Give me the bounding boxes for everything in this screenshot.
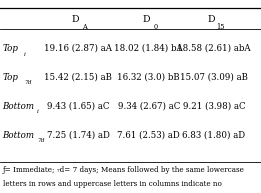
Text: D: D <box>72 15 79 24</box>
Text: 7d: 7d <box>24 80 32 85</box>
Text: Bottom: Bottom <box>3 102 35 111</box>
Text: Top: Top <box>3 73 19 82</box>
Text: D: D <box>143 15 150 24</box>
Text: 15.42 (2.15) aB: 15.42 (2.15) aB <box>44 73 112 82</box>
Text: letters in rows and uppercase letters in columns indicate no: letters in rows and uppercase letters in… <box>3 180 222 188</box>
Text: A: A <box>82 23 87 31</box>
Text: i: i <box>37 109 39 114</box>
Text: 7.61 (2.53) aD: 7.61 (2.53) aD <box>117 131 180 140</box>
Text: 9.21 (3.98) aC: 9.21 (3.98) aC <box>183 102 245 111</box>
Text: 0: 0 <box>153 23 157 31</box>
Text: ƒ= Immediate; ₇d= 7 days; Means followed by the same lowercase: ƒ= Immediate; ₇d= 7 days; Means followed… <box>3 166 245 174</box>
Text: 6.83 (1.80) aD: 6.83 (1.80) aD <box>182 131 246 140</box>
Text: Top: Top <box>3 44 19 53</box>
Text: 15.07 (3.09) aB: 15.07 (3.09) aB <box>180 73 248 82</box>
Text: 7.25 (1.74) aD: 7.25 (1.74) aD <box>47 131 110 140</box>
Text: 9.34 (2.67) aC: 9.34 (2.67) aC <box>118 102 180 111</box>
Text: 19.16 (2.87) aA: 19.16 (2.87) aA <box>44 44 112 53</box>
Text: 15: 15 <box>216 23 225 31</box>
Text: 9.43 (1.65) aC: 9.43 (1.65) aC <box>47 102 110 111</box>
Text: 18.58 (2.61) abA: 18.58 (2.61) abA <box>177 44 251 53</box>
Text: 18.02 (1.84) bA: 18.02 (1.84) bA <box>114 44 183 53</box>
Text: 7d: 7d <box>37 138 45 143</box>
Text: 16.32 (3.0) bB: 16.32 (3.0) bB <box>117 73 180 82</box>
Text: i: i <box>24 52 26 57</box>
Text: Bottom: Bottom <box>3 131 35 140</box>
Text: D: D <box>208 15 215 24</box>
